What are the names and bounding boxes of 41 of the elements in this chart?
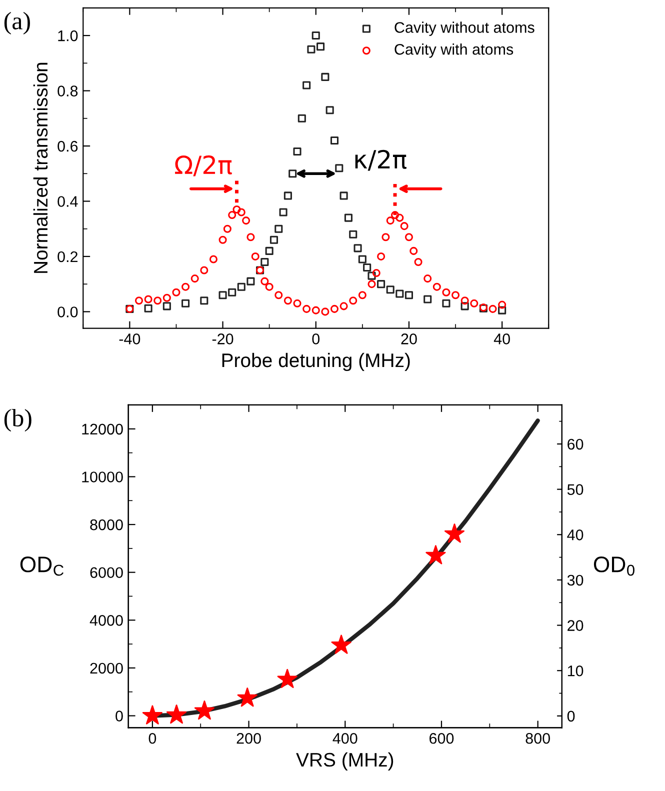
y-tick-label: 0.8 [58,86,78,96]
y2-tick-label: 10 [568,665,584,676]
y-tick-label: 8000 [90,519,123,530]
x-axis-title: VRS (MHz) [296,752,394,770]
x-tick-label: 40 [494,334,510,344]
x-tick-label: 800 [526,732,550,744]
y-tick-label: 1.0 [58,30,78,42]
y-tick-label: 6000 [90,567,123,578]
y-tick-label: 0 [116,710,123,722]
y-axis-title: OD$_{C}$ [20,556,64,576]
x-tick-label: 20 [401,334,417,344]
y-tick-label: 12000 [82,424,123,435]
text: (b) [4,408,32,432]
x-tick-label: -20 [212,334,234,344]
legend-label: Cavity with atoms [394,44,514,58]
y2-tick-label: 20 [568,620,584,631]
y-axis-title: Normalized transmission [33,62,48,273]
y2-tick-label: 60 [568,438,584,450]
annotation: Ω/2π [175,155,232,176]
x-tick-label: -40 [119,334,140,344]
x-axis-title: Probe detuning (MHz) [222,352,410,372]
x-tick-label: 600 [430,732,454,744]
y2-axis-title: OD$_{0}$ [594,556,634,576]
y-tick-label: 4000 [90,615,123,626]
y2-tick-label: 50 [567,484,584,495]
annotation: κ/2π [355,150,406,171]
y2-tick-label: 40 [567,529,584,540]
x-tick-label: 200 [236,732,261,744]
text: (a) [4,12,30,35]
y-tick-label: 0.0 [58,306,78,318]
y-tick-label: 10000 [82,472,123,482]
y2-tick-label: 0 [567,710,575,722]
y-tick-label: 0.4 [58,196,78,207]
y2-tick-label: 30 [567,574,584,586]
y-tick-label: 2000 [90,662,123,674]
x-tick-label: 0 [148,732,156,744]
legend-label: Cavity without atoms [394,22,534,36]
x-tick-label: 0 [312,334,320,344]
y-tick-label: 0.2 [58,251,78,262]
y-tick-label: 0.6 [58,140,78,152]
x-tick-label: 400 [332,732,358,744]
